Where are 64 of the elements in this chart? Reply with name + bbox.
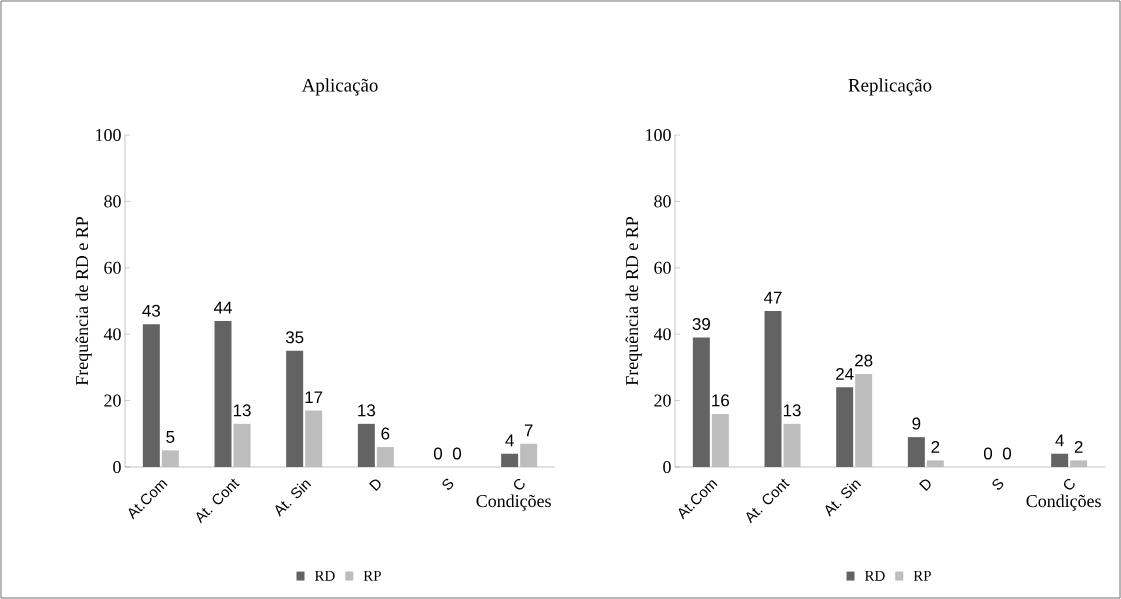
bar	[233, 423, 251, 467]
y-tick-label: 60	[654, 261, 671, 274]
data-label: 44	[213, 301, 232, 314]
y-tick-label: 20	[104, 394, 121, 407]
data-label: 0	[433, 447, 443, 460]
legend-label: RD	[314, 570, 335, 581]
data-label: 17	[305, 391, 323, 404]
bar	[855, 374, 873, 467]
y-tick-label: 60	[104, 261, 121, 274]
x-tick-label: S	[992, 478, 1004, 490]
data-label: 4	[505, 434, 514, 447]
x-tick-label: D	[919, 479, 931, 492]
bar	[926, 460, 944, 467]
bar	[783, 423, 801, 467]
legend-label: RP	[913, 570, 931, 581]
bar	[711, 413, 729, 467]
x-tick-label: D	[369, 479, 381, 492]
data-label: 28	[855, 354, 873, 367]
data-label: 43	[142, 304, 161, 317]
bar	[305, 410, 323, 467]
x-tick-label: C	[1064, 478, 1075, 490]
data-label: 47	[763, 291, 782, 304]
legend-label: RP	[363, 570, 381, 581]
x-tick-label: At. Sin	[825, 480, 862, 517]
data-label: 24	[836, 367, 854, 380]
x-axis-title: Condições	[1026, 494, 1101, 511]
y-tick-label: 40	[653, 328, 671, 341]
data-label: 35	[285, 331, 304, 344]
data-label: 4	[1055, 434, 1064, 447]
data-label: 13	[358, 404, 376, 417]
y-axis-title: Frequência de RD e RP	[75, 217, 92, 386]
data-label: 9	[912, 417, 921, 430]
x-axis-title: Condições	[476, 494, 551, 511]
y-tick-label: 80	[104, 195, 121, 208]
data-label: 0	[452, 447, 462, 460]
data-label: 13	[783, 404, 801, 417]
legend-label: RD	[864, 570, 885, 581]
y-axis-title: Frequência de RD e RP	[625, 217, 642, 386]
chart-title: Aplicação	[301, 78, 378, 96]
y-tick-label: 100	[646, 128, 671, 142]
x-tick-label: S	[442, 478, 454, 490]
x-tick-label: C	[514, 478, 525, 490]
data-label: 2	[1074, 441, 1083, 453]
data-label: 0	[1002, 447, 1012, 460]
x-tick-label: At. Sin	[275, 480, 312, 517]
bar	[161, 450, 179, 467]
y-tick-label: 0	[113, 460, 121, 474]
data-label: 39	[692, 318, 710, 330]
y-tick-label: 100	[96, 128, 121, 142]
data-label: 16	[712, 394, 730, 407]
data-label: 13	[233, 404, 251, 417]
chart-title: Replicação	[848, 78, 932, 96]
data-label: 0	[983, 447, 993, 460]
y-tick-label: 80	[654, 195, 671, 208]
y-tick-label: 40	[103, 328, 121, 341]
bar	[376, 447, 394, 467]
y-tick-label: 0	[663, 460, 671, 474]
bar	[1070, 460, 1088, 467]
data-label: 7	[524, 424, 533, 437]
data-label: 2	[931, 441, 940, 453]
data-label: 5	[166, 431, 175, 443]
y-tick-label: 20	[654, 394, 671, 407]
bar	[520, 443, 538, 467]
data-label: 6	[381, 427, 390, 440]
